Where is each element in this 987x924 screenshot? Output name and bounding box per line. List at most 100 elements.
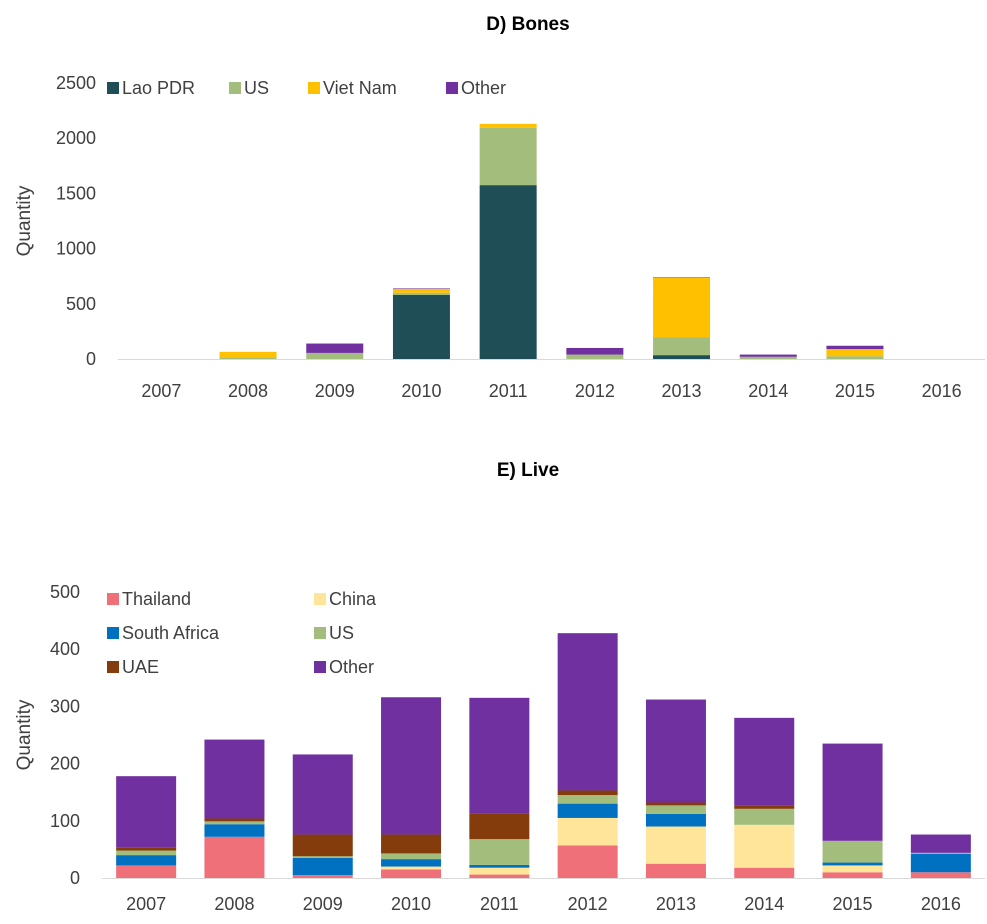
live-legend-label: Other: [329, 657, 374, 677]
live-y-tick-label: 200: [50, 754, 80, 774]
live-legend-swatch: [107, 627, 119, 639]
bones-x-tick-label: 2011: [489, 381, 528, 401]
bones-y-tick-label: 1500: [56, 183, 96, 203]
live-x-tick-label: 2015: [833, 894, 873, 914]
bones-bar-2011-lao-pdr: [479, 185, 537, 359]
live-legend-label: US: [329, 623, 354, 643]
live-bar-2011-china: [469, 867, 530, 875]
bones-x-tick-label: 2008: [228, 381, 268, 401]
live-bar-2015-china: [822, 865, 883, 873]
live-bar-2015-south-africa: [822, 862, 883, 866]
live-bar-2014-uae: [734, 805, 795, 809]
live-bar-2009-uae: [292, 834, 353, 857]
live-bar-2013-us: [645, 805, 706, 814]
bones-legend-swatch: [446, 82, 458, 94]
bones-bar-2013-other: [653, 277, 711, 278]
bones-chart-title: D) Bones: [486, 14, 569, 35]
bones-bar-2015-viet-nam: [826, 349, 884, 357]
live-x-tick-label: 2011: [480, 894, 519, 914]
bones-y-tick-label: 2500: [56, 73, 96, 93]
live-y-axis-label: Quantity: [14, 699, 35, 770]
live-bar-2016-other: [910, 834, 971, 853]
live-bar-2008-us: [204, 821, 265, 825]
live-bar-2014-us: [734, 808, 795, 825]
bones-legend-swatch: [229, 82, 241, 94]
live-bar-2014-other: [734, 717, 795, 806]
live-bar-2007-other: [116, 776, 177, 848]
bones-x-tick-label: 2013: [662, 381, 702, 401]
live-y-tick-label: 400: [50, 639, 80, 659]
live-x-tick-label: 2013: [656, 894, 696, 914]
live-bar-2016-south-africa: [910, 853, 971, 873]
bones-y-tick-label: 0: [86, 349, 96, 369]
live-bar-2008-uae: [204, 818, 265, 822]
live-bar-2008-south-africa: [204, 824, 265, 837]
bones-y-tick-label: 1000: [56, 239, 96, 259]
live-bar-2015-us: [822, 840, 883, 863]
live-bar-2009-thailand: [292, 875, 353, 878]
live-legend-label: UAE: [122, 657, 159, 677]
live-bar-2010-china: [381, 866, 442, 870]
live-legend-swatch: [314, 593, 326, 605]
bones-bar-2013-viet-nam: [653, 277, 711, 338]
live-bar-2014-thailand: [734, 867, 795, 878]
bones-bar-2013-us: [653, 337, 711, 356]
bones-legend-swatch: [107, 82, 119, 94]
live-bar-2009-other: [292, 754, 353, 835]
bones-y-tick-label: 500: [66, 294, 96, 314]
live-y-tick-label: 500: [50, 582, 80, 602]
bones-bar-2013-lao-pdr: [653, 355, 711, 359]
live-bar-2012-us: [557, 795, 618, 804]
bones-bar-2012-us: [566, 354, 624, 359]
live-bar-2013-uae: [645, 802, 706, 806]
bones-bar-2010-lao-pdr: [392, 294, 450, 359]
bones-bar-2014-other: [739, 354, 797, 357]
live-legend-label: South Africa: [122, 623, 220, 643]
live-bar-2011-thailand: [469, 874, 530, 878]
live-bar-2016-us: [910, 852, 971, 854]
live-bar-2010-us: [381, 853, 442, 860]
live-bar-2012-uae: [557, 790, 618, 796]
live-bar-2012-china: [557, 817, 618, 846]
bones-x-tick-label: 2009: [315, 381, 355, 401]
live-chart-title: E) Live: [497, 460, 559, 481]
bones-y-axis-label: Quantity: [14, 185, 35, 256]
live-bar-2012-south-africa: [557, 803, 618, 818]
bones-bar-2011-us: [479, 127, 537, 186]
live-bar-2011-south-africa: [469, 864, 530, 868]
bones-x-tick-label: 2015: [835, 381, 875, 401]
bones-bar-2010-other: [392, 288, 450, 289]
bones-bar-2010-us: [392, 292, 450, 295]
live-bar-2013-china: [645, 826, 706, 864]
bones-bar-2008-us: [219, 357, 277, 359]
live-bar-2015-thailand: [822, 872, 883, 878]
live-bar-2010-south-africa: [381, 859, 442, 867]
live-bar-2012-other: [557, 633, 618, 791]
bones-y-tick-label: 2000: [56, 128, 96, 148]
live-y-tick-label: 0: [70, 868, 80, 888]
live-x-tick-label: 2010: [391, 894, 431, 914]
live-bar-2011-us: [469, 839, 530, 865]
bones-bar-2012-other: [566, 347, 624, 355]
live-bar-2013-other: [645, 699, 706, 803]
live-bar-2009-south-africa: [292, 857, 353, 876]
live-x-tick-label: 2016: [921, 894, 961, 914]
bones-x-tick-label: 2012: [575, 381, 615, 401]
live-bar-2007-uae: [116, 847, 177, 851]
live-y-tick-label: 300: [50, 696, 80, 716]
bones-legend-label: Viet Nam: [323, 78, 397, 98]
live-x-tick-label: 2007: [126, 894, 166, 914]
live-bar-2007-us: [116, 850, 177, 856]
bones-bar-2010-viet-nam: [392, 288, 450, 293]
live-bar-2013-south-africa: [645, 813, 706, 827]
live-bar-2016-thailand: [910, 872, 971, 878]
live-bar-2008-thailand: [204, 836, 265, 878]
live-bar-2008-other: [204, 739, 265, 819]
bones-x-tick-label: 2007: [141, 381, 181, 401]
live-bar-2011-uae: [469, 813, 530, 840]
live-bar-2007-thailand: [116, 865, 177, 878]
bones-legend-label: US: [244, 78, 269, 98]
live-bar-2013-thailand: [645, 863, 706, 878]
bones-legend-label: Lao PDR: [122, 78, 195, 98]
